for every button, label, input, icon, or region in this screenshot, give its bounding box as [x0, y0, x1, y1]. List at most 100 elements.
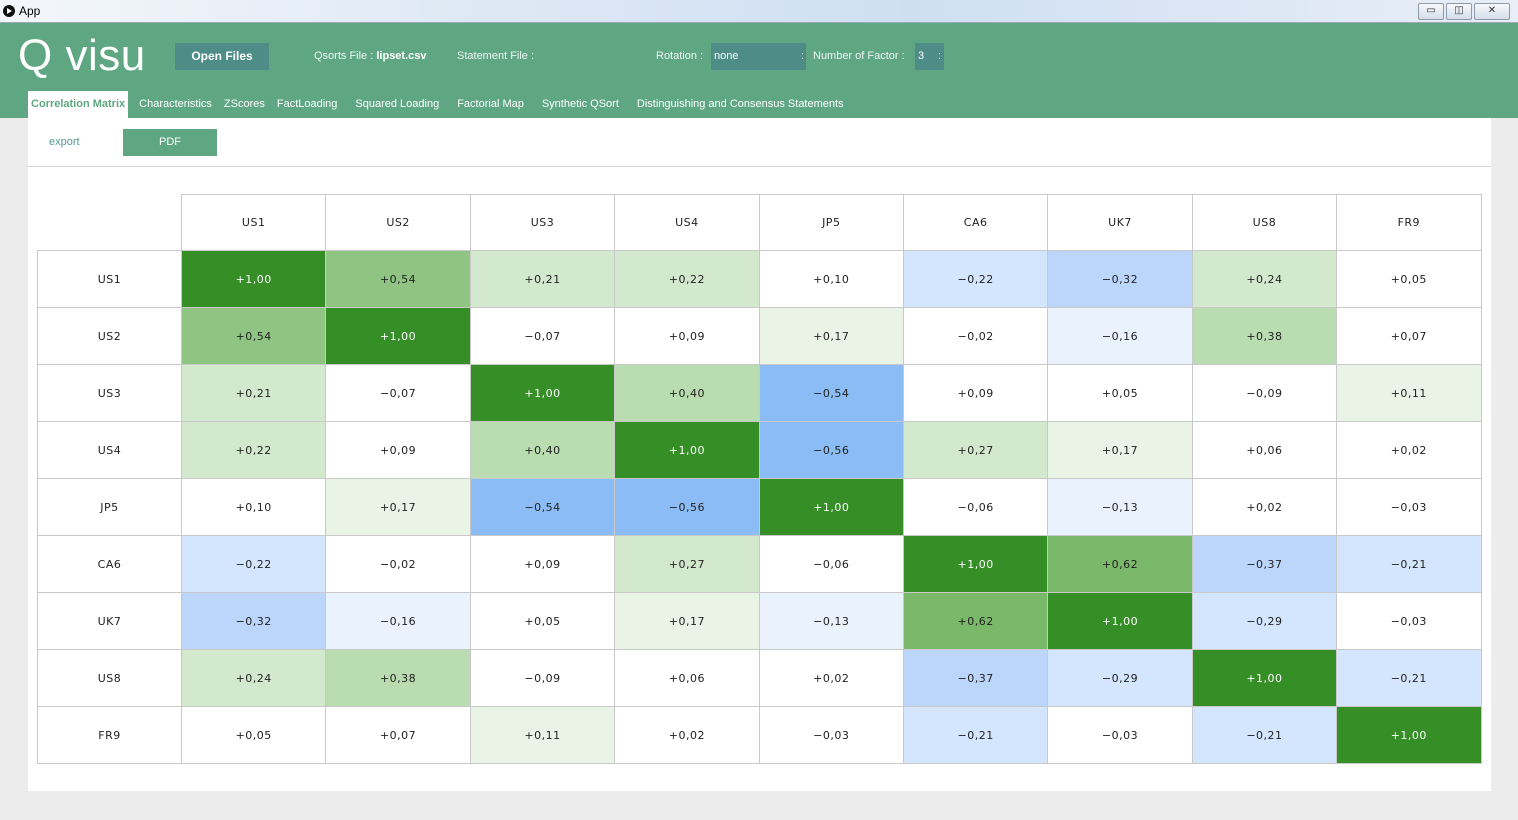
matrix-cell: +0,02 [1336, 421, 1482, 479]
matrix-cell: −0,56 [614, 478, 760, 536]
matrix-cell: +0,02 [758, 649, 904, 707]
column-header: US8 [1191, 194, 1338, 251]
matrix-cell: +0,27 [902, 421, 1049, 479]
matrix-corner [37, 194, 182, 251]
tab-bar: Correlation Matrix Characteristics ZScor… [28, 91, 850, 118]
matrix-cell: −0,02 [902, 307, 1049, 365]
matrix-cell: +0,09 [469, 535, 616, 593]
column-header: US3 [469, 194, 616, 251]
matrix-cell: −0,06 [902, 478, 1049, 536]
matrix-cell: +1,00 [902, 535, 1049, 593]
matrix-cell: −0,03 [758, 706, 904, 764]
matrix-cell: +0,05 [469, 592, 616, 650]
matrix-cell: −0,21 [1191, 706, 1338, 764]
matrix-cell: +0,06 [1191, 421, 1338, 479]
matrix-cell: +0,40 [614, 364, 760, 422]
matrix-cell: −0,06 [758, 535, 904, 593]
column-header: JP5 [758, 194, 904, 251]
toolbar-divider [28, 166, 1491, 167]
tab-synthetic-qsort[interactable]: Synthetic QSort [541, 98, 619, 110]
window-title: App [19, 4, 41, 18]
matrix-cell: −0,21 [902, 706, 1049, 764]
matrix-cell: −0,16 [1047, 307, 1193, 365]
table-row: FR9 +0,05 +0,07 +0,11 +0,02 −0,03 −0,21 −0,03 −0… [37, 706, 1482, 764]
tab-characteristics[interactable]: Characteristics [139, 98, 212, 110]
qsorts-label-text: Qsorts File : [314, 50, 374, 62]
matrix-cell: +1,00 [614, 421, 760, 479]
app-icon [3, 5, 15, 17]
window-titlebar: App ▭ ◫ ✕ [0, 0, 1518, 23]
tab-zscores[interactable]: ZScores [223, 98, 265, 110]
close-button[interactable]: ✕ [1474, 3, 1510, 20]
table-row: US4 +0,22 +0,09 +0,40 +1,00 −0,56 +0,27 +0,17 +0… [37, 421, 1482, 479]
column-header: US4 [614, 194, 760, 251]
matrix-cell: −0,29 [1047, 649, 1193, 707]
matrix-cell: −0,29 [1191, 592, 1338, 650]
matrix-cell: +0,24 [180, 649, 327, 707]
matrix-cell: −0,21 [1336, 649, 1482, 707]
matrix-cell: −0,07 [325, 364, 471, 422]
tab-squared-loading[interactable]: Squared Loading [355, 98, 440, 110]
matrix-cell: +0,21 [180, 364, 327, 422]
pdf-export-button[interactable]: PDF [123, 129, 217, 156]
matrix-cell: +0,24 [1191, 250, 1338, 308]
matrix-cell: +0,09 [614, 307, 760, 365]
row-header: FR9 [37, 706, 182, 764]
matrix-cell: −0,21 [1336, 535, 1482, 593]
matrix-cell: +0,06 [614, 649, 760, 707]
matrix-cell: −0,54 [469, 478, 616, 536]
maximize-button[interactable]: ◫ [1446, 3, 1472, 20]
matrix-cell: −0,09 [469, 649, 616, 707]
tab-factorial-map[interactable]: Factorial Map [457, 98, 524, 110]
matrix-cell: +0,27 [614, 535, 760, 593]
column-header: US2 [325, 194, 471, 251]
matrix-cell: −0,07 [469, 307, 616, 365]
matrix-cell: −0,54 [758, 364, 904, 422]
matrix-cell: +0,07 [325, 706, 471, 764]
column-header: US1 [180, 194, 327, 251]
matrix-cell: +0,09 [325, 421, 471, 479]
column-header: UK7 [1047, 194, 1193, 251]
matrix-cell: +0,38 [1191, 307, 1338, 365]
matrix-cell: +0,17 [758, 307, 904, 365]
export-label: export [49, 136, 80, 148]
matrix-cell: +1,00 [469, 364, 616, 422]
matrix-cell: +0,10 [180, 478, 327, 536]
row-header: CA6 [37, 535, 182, 593]
statement-label-text: Statement File : [457, 50, 535, 62]
matrix-cell: +1,00 [1191, 649, 1338, 707]
column-header: FR9 [1336, 194, 1482, 251]
rotation-value: none [714, 50, 739, 62]
window-controls: ▭ ◫ ✕ [1416, 3, 1510, 20]
statement-file-label: Statement File : [457, 50, 534, 62]
rotation-select-separator: : [800, 50, 804, 62]
matrix-cell: +1,00 [758, 478, 904, 536]
tab-correlation-matrix[interactable]: Correlation Matrix [28, 91, 129, 118]
matrix-cell: +0,62 [902, 592, 1049, 650]
table-row: US3 +0,21 −0,07 +1,00 +0,40 −0,54 +0,09 +0,05 −0… [37, 364, 1482, 422]
minimize-button[interactable]: ▭ [1418, 3, 1444, 20]
matrix-cell: +0,22 [180, 421, 327, 479]
table-row: US2 +0,54 +1,00 −0,07 +0,09 +0,17 −0,02 −0,16 +0… [37, 307, 1482, 365]
tab-distinguishing-consensus[interactable]: Distinguishing and Consensus Statements [636, 98, 844, 110]
number-of-factor-select[interactable]: 3 : [915, 43, 944, 70]
matrix-cell: +0,40 [469, 421, 616, 479]
matrix-cell: −0,03 [1336, 478, 1482, 536]
matrix-cell: +1,00 [325, 307, 471, 365]
matrix-cell: +0,10 [758, 250, 904, 308]
qsorts-file-value: lipset.csv [376, 50, 427, 62]
number-of-factor-value: 3 [918, 50, 925, 62]
matrix-cell: +0,17 [614, 592, 760, 650]
row-header: US2 [37, 307, 182, 365]
matrix-cell: −0,03 [1336, 592, 1482, 650]
matrix-cell: +0,02 [614, 706, 760, 764]
table-row: US8 +0,24 +0,38 −0,09 +0,06 +0,02 −0,37 −0,29 +1… [37, 649, 1482, 707]
rotation-select[interactable]: none : [711, 43, 806, 70]
row-header: US3 [37, 364, 182, 422]
row-header: US1 [37, 250, 182, 308]
open-files-button[interactable]: Open Files [175, 43, 269, 70]
matrix-cell: −0,13 [758, 592, 904, 650]
tab-factloading[interactable]: FactLoading [276, 98, 338, 110]
table-row: CA6 −0,22 −0,02 +0,09 +0,27 −0,06 +1,00 +0,62 −0… [37, 535, 1482, 593]
matrix-cell: −0,03 [1047, 706, 1193, 764]
